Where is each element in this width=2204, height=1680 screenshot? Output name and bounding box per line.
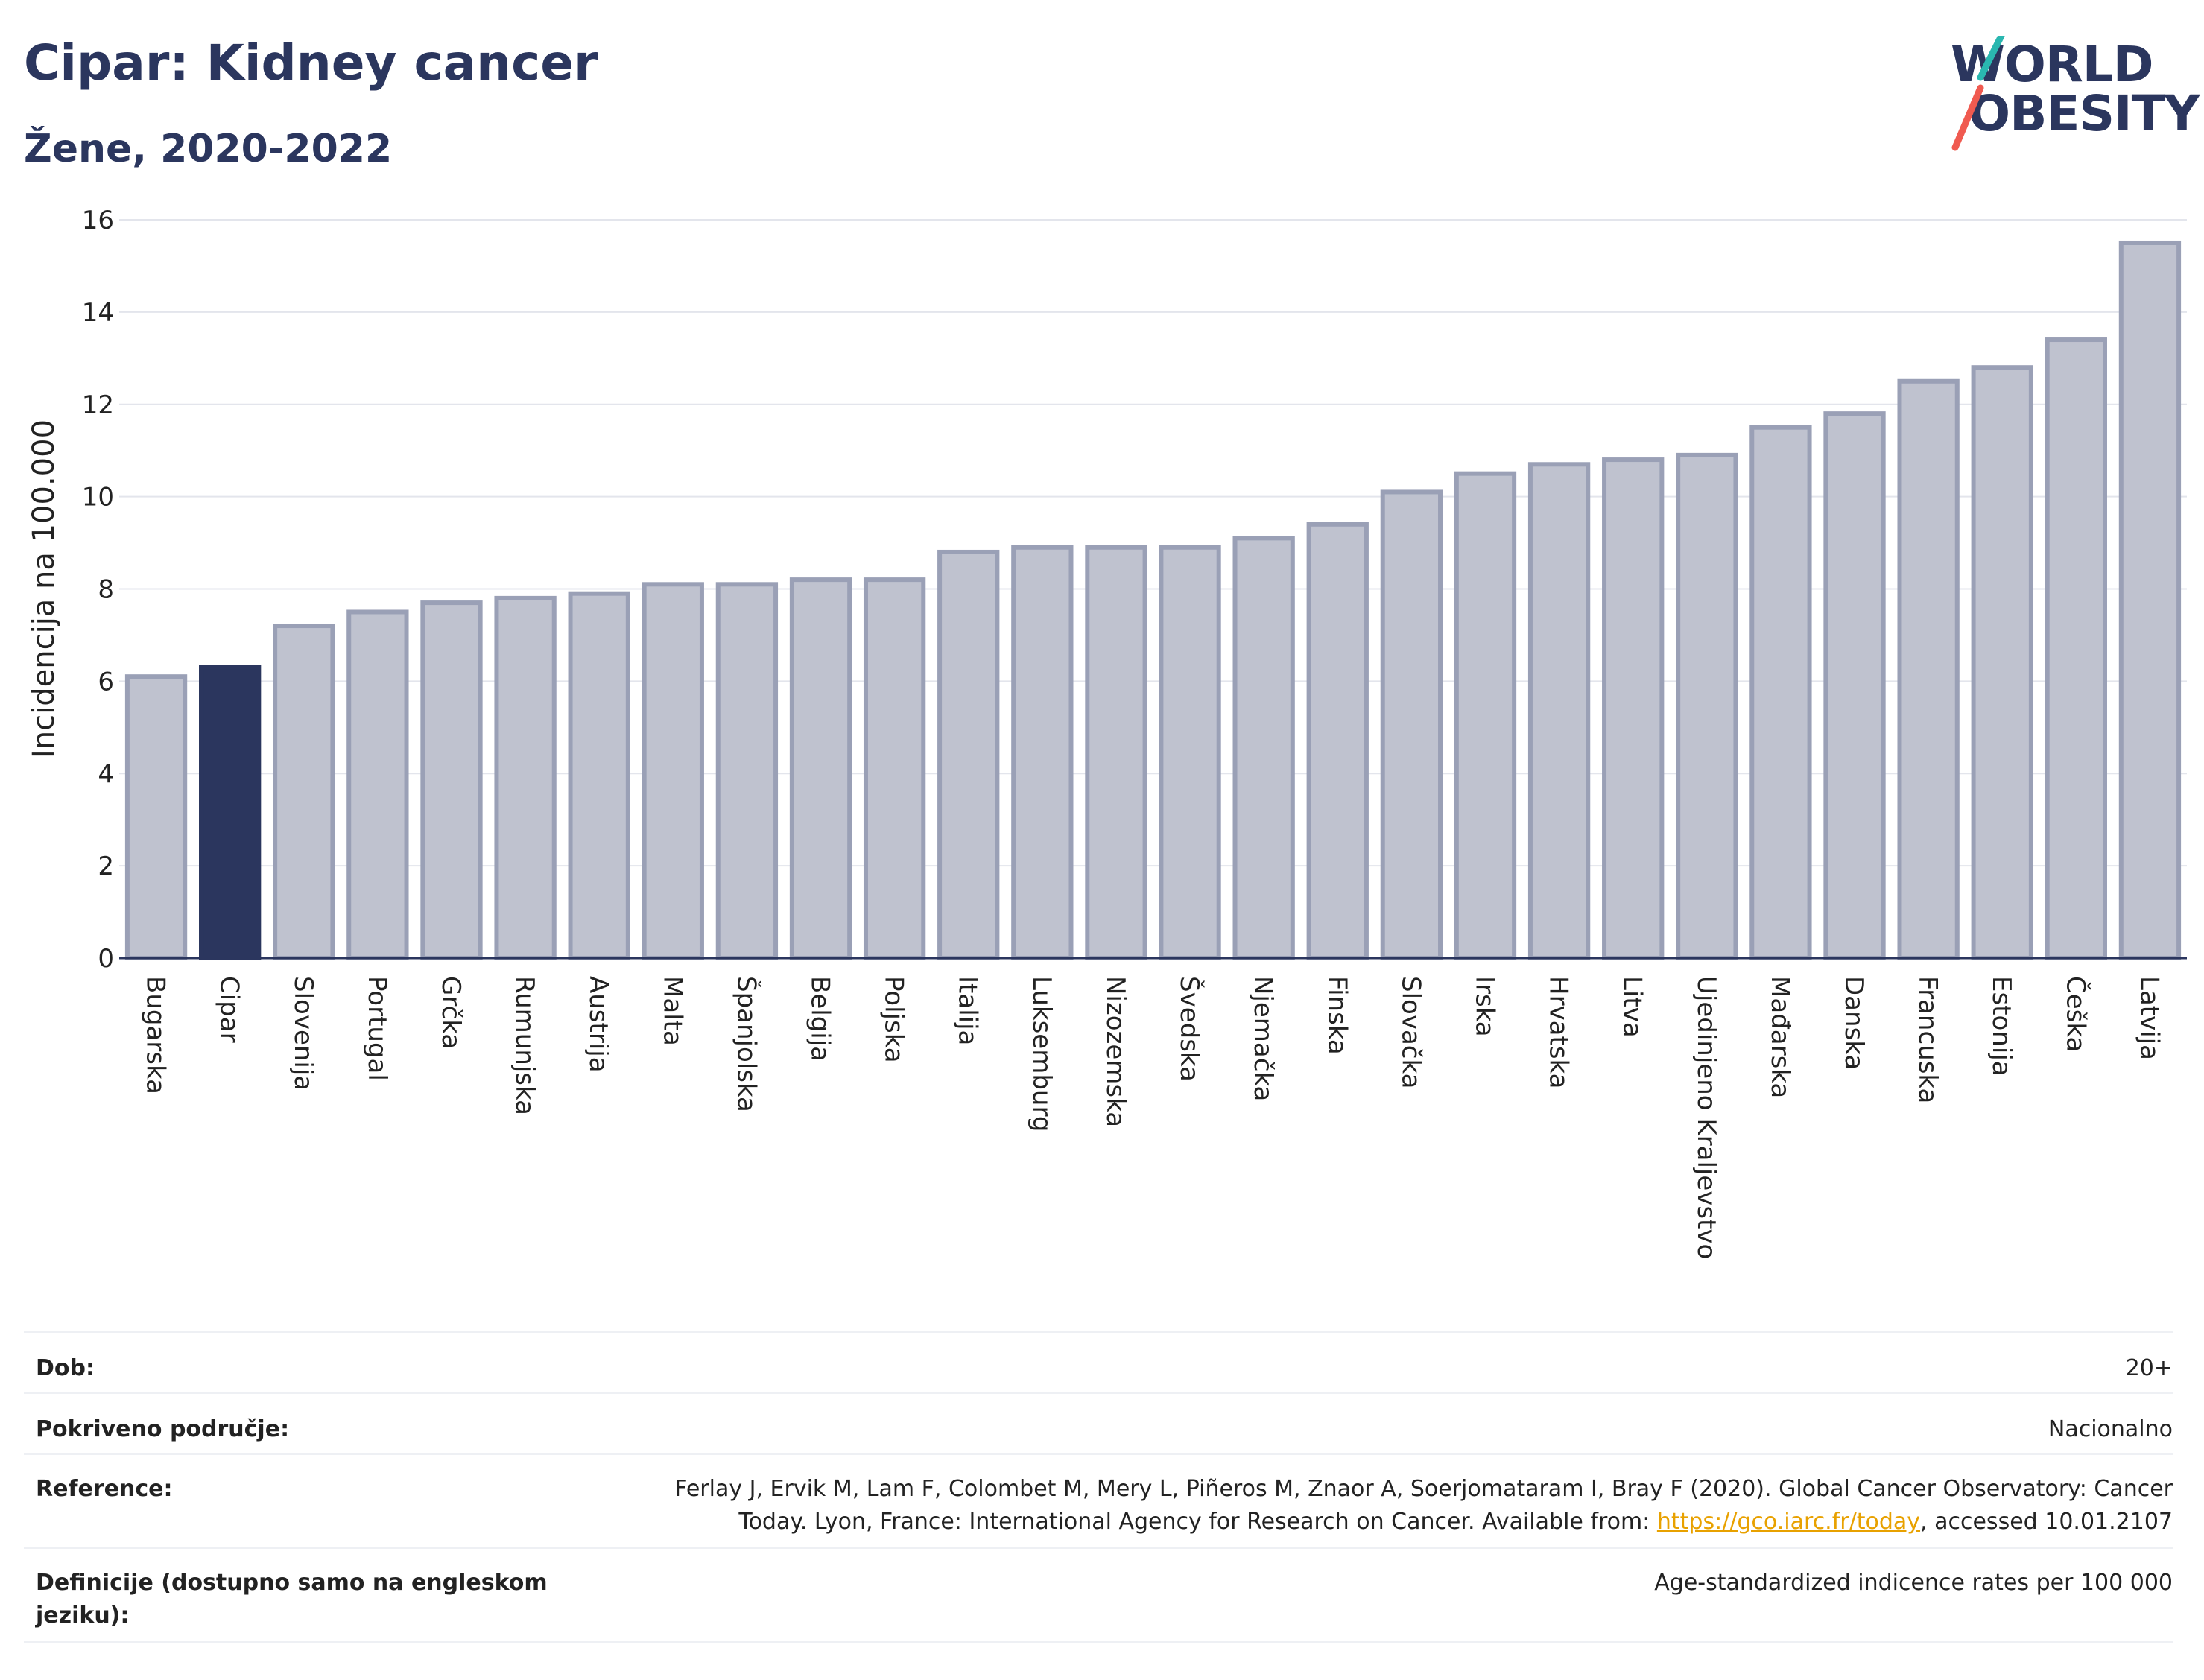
bar-19	[1527, 462, 1591, 960]
bar-8	[715, 582, 779, 961]
x-tick-label: Latvija	[2134, 976, 2164, 1060]
meta-row-coverage: Pokriveno područje: Nacionalno	[24, 1392, 2173, 1455]
logo-slash-icon	[1951, 36, 2005, 151]
bar-24	[1897, 378, 1960, 960]
x-tick-label: Rumunjska	[510, 976, 539, 1115]
y-tick-label: 6	[98, 667, 114, 697]
bar-27	[2118, 240, 2182, 960]
bar-2	[273, 624, 335, 960]
definitions-value: Age-standardized indicence rates per 100…	[1654, 1570, 2173, 1596]
bar-3	[346, 609, 409, 960]
bar-9	[789, 577, 852, 960]
age-value: 20+	[2125, 1355, 2173, 1381]
y-tick-label: 14	[82, 298, 114, 328]
bar-chart: 0 2 4 6 8 10 12 14 16 Incidencija na 100.000 Bugar…	[27, 206, 2187, 1259]
bar-4	[420, 600, 483, 960]
reference-link[interactable]: https://gco.iarc.fr/today	[1656, 1509, 1921, 1535]
bar-14	[1159, 545, 1221, 960]
y-tick-label: 12	[82, 390, 114, 420]
bar-15	[1232, 536, 1295, 960]
x-tick-label: Ujedinjeno Kraljevstvo	[1691, 976, 1721, 1259]
x-tick-label: Grčka	[436, 976, 466, 1049]
x-tick-label: Austrija	[583, 976, 613, 1073]
y-tick-label: 10	[82, 483, 114, 513]
definitions-label-line-1: Definicije (dostupno samo na engleskom	[36, 1570, 548, 1596]
x-tick-label: Francuska	[1913, 976, 1942, 1103]
reference-label: Reference:	[36, 1476, 173, 1502]
x-tick-label: Finska	[1322, 976, 1352, 1055]
x-tick-label: Irska	[1469, 976, 1499, 1037]
meta-row-definitions: Definicije (dostupno samo na engleskom j…	[24, 1547, 2173, 1643]
bar-13	[1085, 545, 1147, 960]
bar-25	[1971, 365, 2033, 960]
bar-21	[1676, 452, 1738, 960]
reference-accessed: , accessed 10.01.2107	[1920, 1509, 2173, 1535]
world-obesity-logo: WORLD OBESITY	[1937, 36, 2200, 162]
x-tick-label: Cipar	[215, 976, 244, 1043]
x-tick-label: Mađarska	[1765, 976, 1795, 1098]
x-tick-label: Danska	[1839, 976, 1869, 1070]
chart-title: Cipar: Kidney cancer	[24, 34, 598, 92]
x-tick-label: Poljska	[879, 976, 909, 1063]
x-tick-label: Švedska	[1174, 976, 1205, 1082]
x-tick-label: Slovačka	[1396, 976, 1425, 1088]
x-tick-label: Nizozemska	[1101, 976, 1130, 1127]
x-tick-label: Španjolska	[731, 976, 761, 1112]
coverage-label: Pokriveno područje:	[36, 1416, 290, 1442]
y-tick-label: 2	[98, 852, 114, 881]
meta-row-reference: Reference: Ferlay J, Ervik M, Lam F, Col…	[24, 1453, 2173, 1549]
bar-0	[124, 674, 188, 961]
chart-subtitle: Žene, 2020-2022	[24, 127, 393, 171]
bar-20	[1602, 457, 1665, 960]
reference-line-1: Ferlay J, Ervik M, Lam F, Colombet M, Me…	[674, 1476, 2173, 1502]
x-tick-label: Hrvatska	[1544, 976, 1574, 1088]
y-axis-label: Incidencija na 100.000	[27, 419, 61, 758]
definitions-label-line-2: jeziku):	[36, 1603, 130, 1629]
x-tick-label: Luksemburg	[1027, 976, 1057, 1132]
y-tick-label: 16	[82, 206, 114, 235]
bar-18	[1454, 471, 1517, 960]
bar-6	[568, 591, 630, 960]
coverage-value: Nacionalno	[2048, 1416, 2173, 1442]
bar-23	[1823, 411, 1886, 960]
bar-10	[863, 577, 926, 960]
y-tick-label: 8	[98, 575, 114, 605]
x-tick-label: Slovenija	[288, 976, 318, 1091]
x-tick-label: Belgija	[805, 976, 835, 1062]
x-tick-label: Italija	[953, 976, 983, 1045]
bar-11	[937, 549, 1000, 960]
bar-12	[1011, 545, 1074, 960]
bar-16	[1306, 522, 1369, 960]
bar-22	[1749, 425, 1812, 960]
x-tick-label: Portugal	[362, 976, 392, 1081]
bar-5	[494, 595, 557, 960]
y-tick-label: 4	[98, 759, 114, 789]
x-tick-label: Estonija	[1986, 976, 2016, 1077]
bar-17	[1380, 489, 1443, 960]
y-tick-label: 0	[98, 944, 114, 974]
bar-7	[642, 582, 704, 961]
x-tick-label: Litva	[1618, 976, 1647, 1038]
meta-row-age: Dob: 20+	[24, 1331, 2173, 1394]
reference-line-2: Today. Lyon, France: International Agenc…	[738, 1509, 2173, 1535]
bar-1	[199, 665, 262, 960]
age-label: Dob:	[36, 1355, 95, 1381]
x-tick-label: Malta	[657, 976, 687, 1046]
logo-line-2: OBESITY	[1969, 85, 2200, 142]
reference-text: Today. Lyon, France: International Agenc…	[738, 1509, 1657, 1535]
x-tick-label: Češka	[2060, 976, 2091, 1052]
x-tick-label: Bugarska	[141, 976, 171, 1094]
bar-26	[2045, 337, 2107, 961]
x-tick-label: Njemačka	[1248, 976, 1278, 1101]
